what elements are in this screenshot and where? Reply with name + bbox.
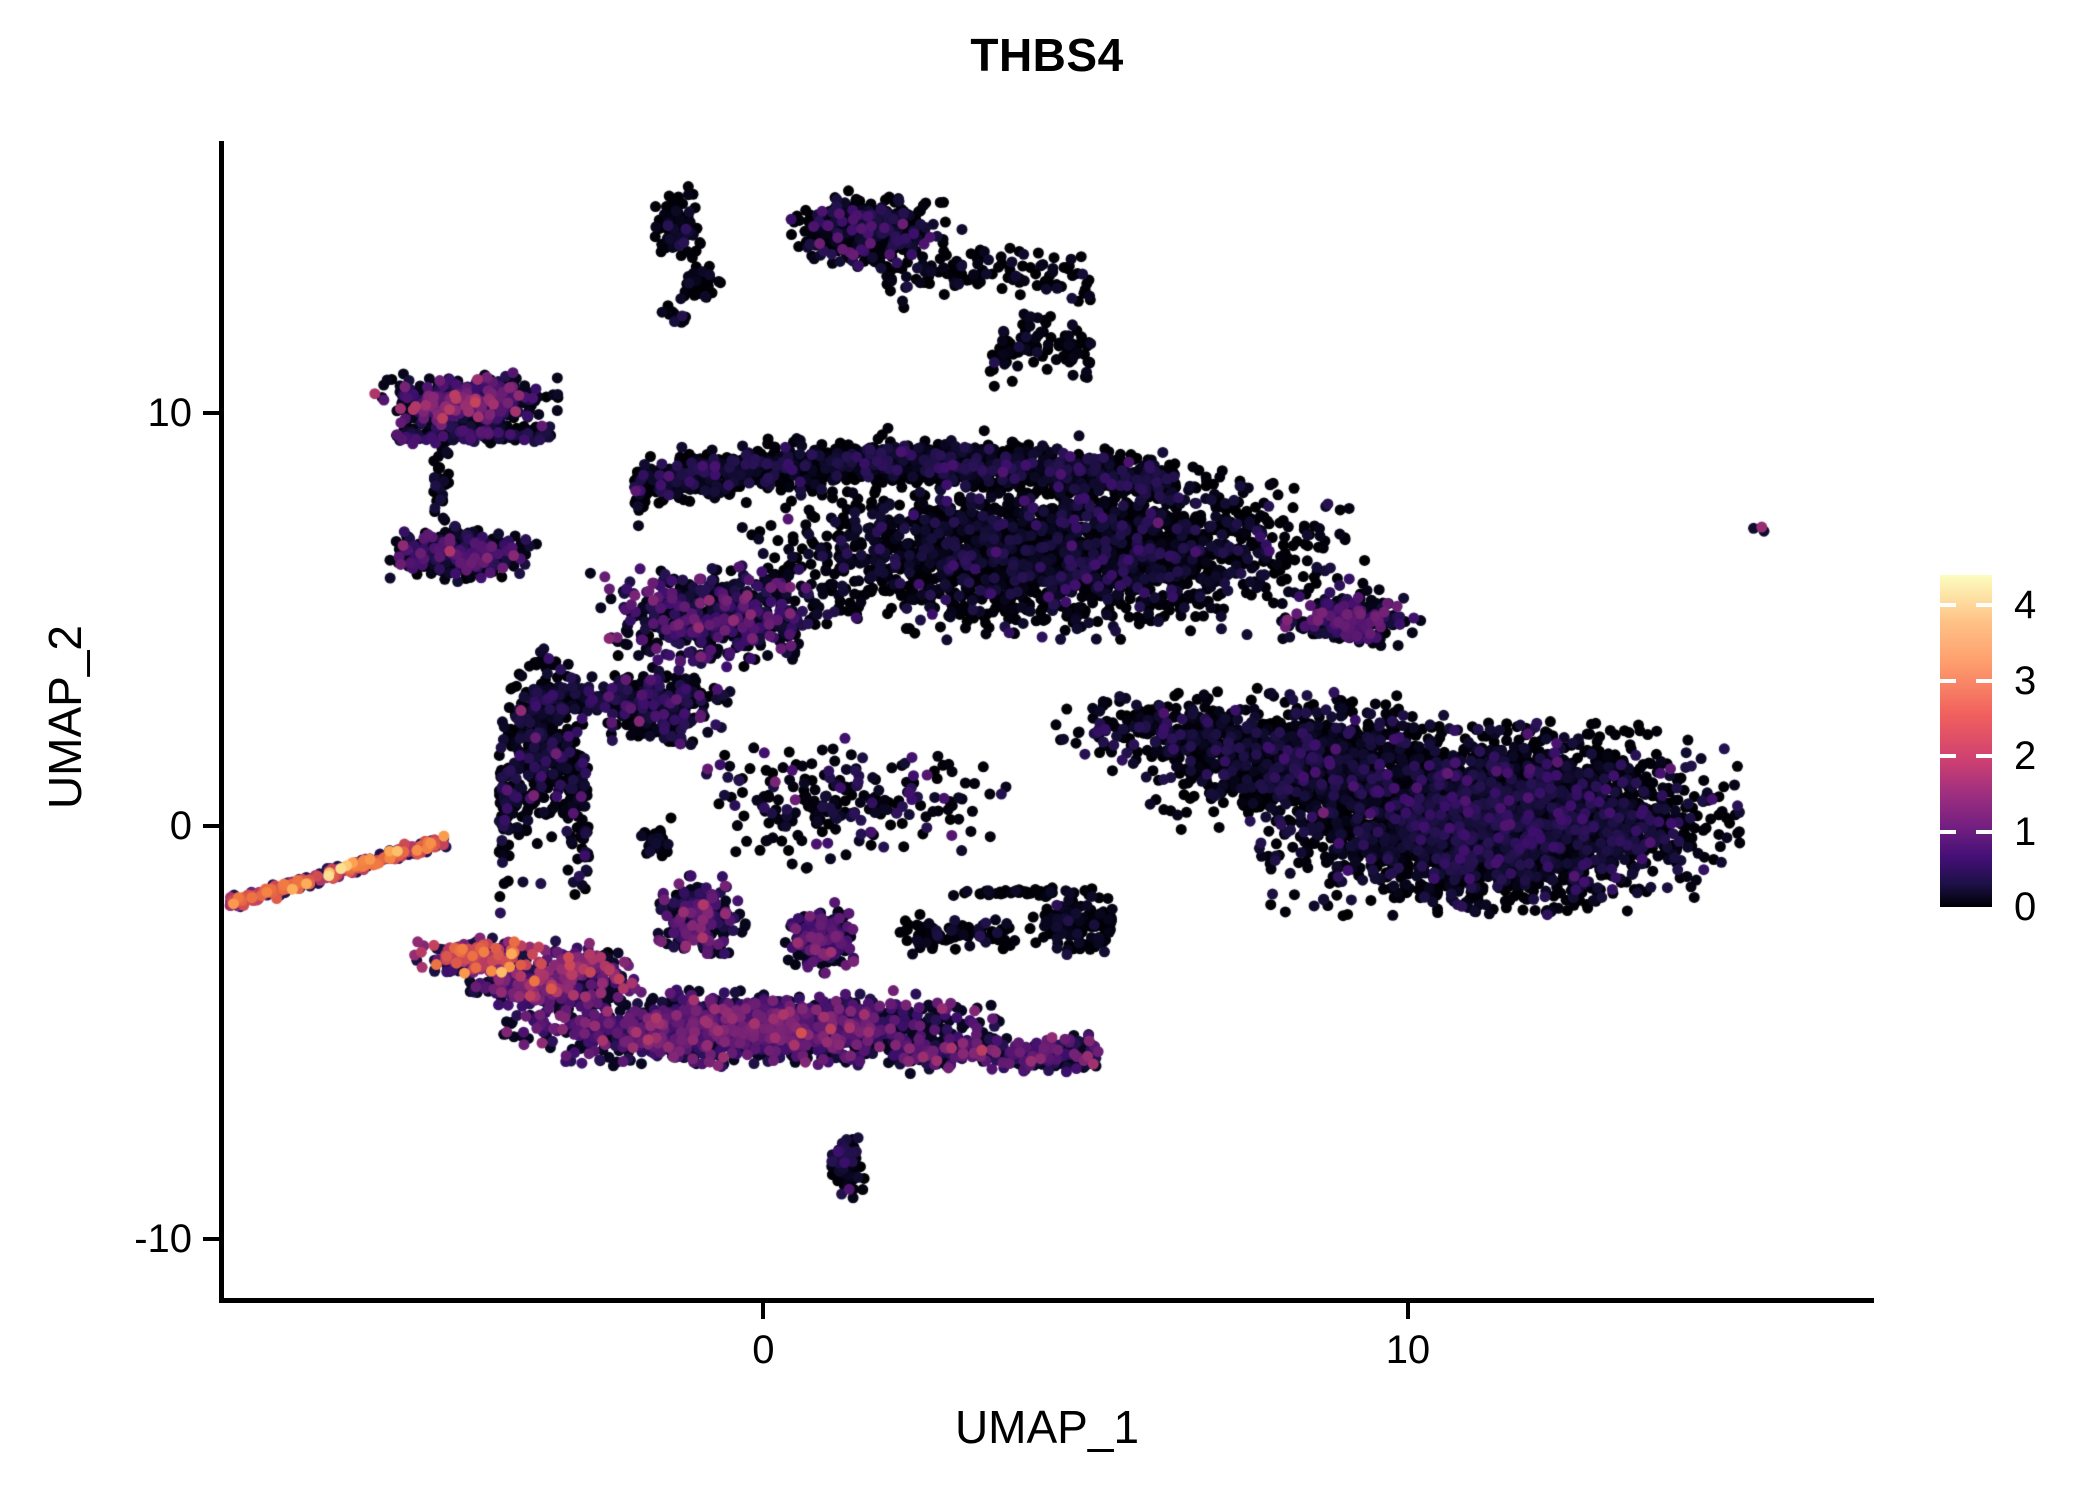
page-title: THBS4 bbox=[970, 29, 1124, 81]
x-tick-mark bbox=[761, 1303, 766, 1319]
y-tick-label: 10 bbox=[147, 391, 193, 436]
colorbar-tick-label: 4 bbox=[2014, 583, 2037, 628]
y-tick-mark bbox=[203, 411, 219, 416]
colorbar-tick-mark bbox=[1976, 603, 1992, 608]
y-axis-line bbox=[219, 141, 224, 1303]
colorbar-tick-label: 1 bbox=[2014, 809, 2037, 854]
colorbar-tick-mark bbox=[1976, 754, 1992, 759]
colorbar-tick-mark bbox=[1940, 678, 1956, 683]
x-axis-title: UMAP_1 bbox=[954, 1401, 1140, 1453]
colorbar-tick-mark bbox=[1940, 754, 1956, 759]
colorbar-tick-mark bbox=[1976, 678, 1992, 683]
colorbar-gradient bbox=[1940, 575, 1992, 907]
x-axis-line bbox=[219, 1298, 1874, 1303]
plot-panel bbox=[222, 141, 1872, 1301]
x-tick-mark bbox=[1405, 1303, 1410, 1319]
y-tick-label: -10 bbox=[134, 1217, 192, 1262]
colorbar-legend: 0 1 2 3 4 bbox=[1940, 575, 2036, 927]
colorbar-tick-label: 0 bbox=[2014, 885, 2037, 929]
colorbar-tick-mark bbox=[1976, 829, 1992, 834]
y-tick-mark bbox=[203, 824, 219, 829]
scatter-canvas bbox=[222, 141, 1872, 1301]
y-tick-label: 0 bbox=[169, 804, 192, 849]
colorbar-tick-label: 2 bbox=[2014, 734, 2037, 779]
colorbar-tick-mark bbox=[1940, 829, 1956, 834]
y-tick-mark bbox=[203, 1237, 219, 1242]
x-tick-label: 0 bbox=[752, 1328, 775, 1372]
y-axis-title: UMAP_2 bbox=[39, 624, 91, 810]
colorbar-tick-mark bbox=[1940, 603, 1956, 608]
x-tick-label: 10 bbox=[1385, 1328, 1431, 1372]
colorbar-tick-label: 3 bbox=[2014, 658, 2037, 703]
